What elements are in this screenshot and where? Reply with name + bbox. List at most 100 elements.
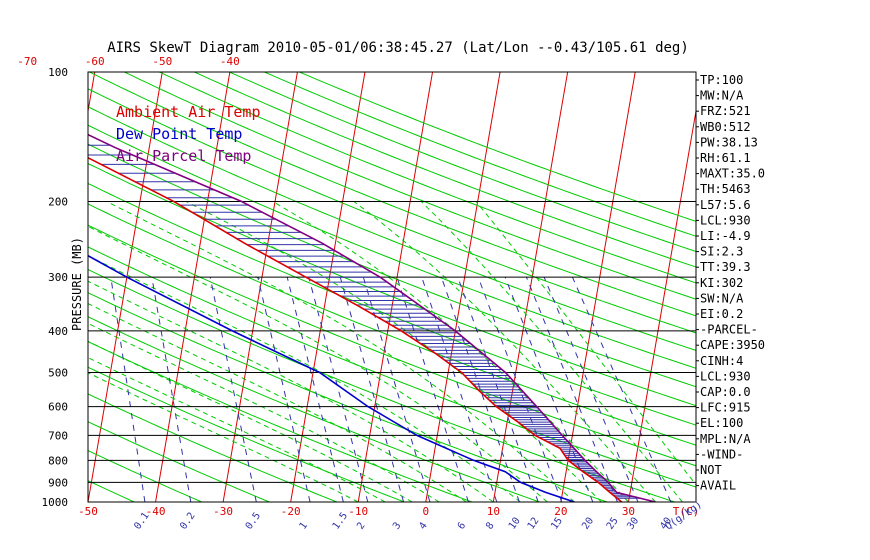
mixing-ratio-line — [151, 277, 192, 502]
pressure-tick-label: 700 — [48, 429, 68, 442]
index-entry: PW:38.13 — [700, 135, 758, 149]
isotherm-line — [357, 72, 434, 502]
bottom-temp-tick-label: -10 — [348, 505, 368, 518]
dry-adiabat-line — [88, 393, 338, 502]
bottom-temp-unit-label: T(C) — [673, 505, 700, 518]
isotherm-line — [831, 72, 870, 502]
index-entry: TP:100 — [700, 73, 743, 87]
bottom-temp-tick-label: -30 — [213, 505, 233, 518]
mixing-ratio-line — [525, 276, 618, 502]
index-entry: NOT — [700, 463, 722, 477]
mixing-ratio-line — [572, 276, 672, 502]
top-temp-tick-label: -70 — [17, 55, 37, 68]
legend-entry-3: Air Parcel Temp — [116, 147, 251, 165]
dry-adiabat-line — [88, 421, 270, 502]
dew-point-temp-line — [88, 254, 575, 502]
mixing-ratio-tick-label: 6 — [456, 520, 468, 531]
pressure-tick-label: 900 — [48, 476, 68, 489]
pressure-tick-label: 800 — [48, 454, 68, 467]
dry-adiabat-line — [88, 124, 696, 369]
mixing-ratio-tick-label: 4 — [417, 520, 429, 531]
index-entry: LCL:930 — [700, 369, 751, 383]
index-entry: RH:61.1 — [700, 151, 751, 165]
mixing-ratio-tick-label: 8 — [484, 520, 496, 531]
dry-adiabat-line — [299, 72, 696, 222]
index-entry: KI:302 — [700, 276, 743, 290]
bottom-temp-tick-label: 30 — [622, 505, 635, 518]
dry-adiabat-line — [229, 72, 696, 253]
plot-frame — [87, 71, 697, 503]
top-temp-tick-label: -40 — [220, 55, 240, 68]
dry-adiabat-line — [124, 72, 696, 300]
index-entry: MPL:N/A — [700, 432, 751, 446]
mixing-ratio-tick-label: 0.5 — [244, 511, 263, 532]
y-axis-label: PRESSURE (MB) — [70, 237, 84, 331]
dry-adiabat-line — [88, 268, 675, 502]
dry-adiabat-line — [88, 341, 473, 502]
bottom-temp-tick-label: 0 — [422, 505, 429, 518]
pressure-tick-label: 300 — [48, 271, 68, 284]
index-entry: L57:5.6 — [700, 198, 751, 212]
mixing-ratio-line — [257, 277, 311, 502]
index-entry: LCL:930 — [700, 213, 751, 227]
dry-adiabat-line — [88, 224, 696, 467]
dry-adiabat-line — [159, 72, 696, 284]
mixing-ratio-tick-label: 20 — [580, 516, 596, 532]
legend-entry-1: Ambient Air Temp — [116, 103, 261, 121]
mixing-ratio-line — [286, 277, 344, 502]
isotherm-line — [627, 108, 696, 502]
index-entry: EL:100 — [700, 416, 743, 430]
index-entry: TH:5463 — [700, 182, 751, 196]
bottom-temp-tick-label: -40 — [146, 505, 166, 518]
legend-entry-2: Dew Point Temp — [116, 125, 242, 143]
mixing-ratio-tick-label: 0.2 — [178, 511, 197, 532]
mixing-ratio-tick-label: 1 — [298, 520, 310, 531]
dry-adiabat-line — [88, 203, 696, 446]
mixing-ratio-line — [110, 277, 146, 502]
dry-adiabat-line — [88, 292, 608, 502]
dry-adiabat-line — [88, 88, 696, 334]
mixing-ratio-line — [396, 277, 469, 502]
index-entry: AVAIL — [700, 479, 736, 493]
index-entry: MAXT:35.0 — [700, 167, 765, 181]
index-entry: EI:0.2 — [700, 307, 743, 321]
isotherm-line — [560, 72, 636, 502]
mixing-ratio-line — [209, 277, 257, 502]
dry-adiabat-line — [88, 163, 696, 407]
index-entry: SI:2.3 — [700, 245, 743, 259]
mixing-ratio-tick-label: 10 — [507, 516, 523, 532]
isotherm-line — [0, 72, 27, 502]
index-entry: FRZ:521 — [700, 104, 751, 118]
pressure-tick-label: 500 — [48, 367, 68, 380]
index-entry: -WIND- — [700, 447, 743, 461]
moist-adiabat-line — [88, 225, 548, 502]
index-entry: WB0:512 — [700, 120, 751, 134]
moist-adiabat-line — [272, 200, 629, 502]
bottom-temp-tick-label: -50 — [78, 505, 98, 518]
dry-adiabat-line — [89, 72, 696, 317]
index-entry: CINH:4 — [700, 354, 743, 368]
plot-area: 1002003004005006007008009001000-120-110-… — [0, 55, 870, 532]
bottom-temp-tick-label: -20 — [281, 505, 301, 518]
dry-adiabat-line — [194, 72, 696, 268]
index-entry: -PARCEL- — [700, 323, 758, 337]
moist-adiabat-line — [106, 200, 575, 502]
pressure-tick-label: 400 — [48, 325, 68, 338]
top-temp-tick-label: -50 — [152, 55, 172, 68]
pressure-tick-label: 200 — [48, 195, 68, 208]
moist-adiabat-line — [420, 201, 683, 502]
mixing-ratio-line — [308, 277, 369, 502]
index-entry: LFC:915 — [700, 401, 751, 415]
index-entry: CAP:0.0 — [700, 385, 751, 399]
mixing-ratio-line — [339, 277, 405, 502]
bottom-temp-tick-label: 10 — [487, 505, 500, 518]
isotherm-line — [764, 72, 838, 502]
dry-adiabat-line — [88, 366, 405, 502]
dry-adiabat-line — [88, 182, 696, 426]
mixing-ratio-line — [477, 276, 563, 502]
moist-adiabat-line — [88, 255, 521, 502]
index-entry: TT:39.3 — [700, 260, 751, 274]
ambient-air-temp-line — [88, 156, 623, 502]
index-entry: LI:-4.9 — [700, 229, 751, 243]
mixing-ratio-tick-label: 2 — [355, 520, 367, 531]
